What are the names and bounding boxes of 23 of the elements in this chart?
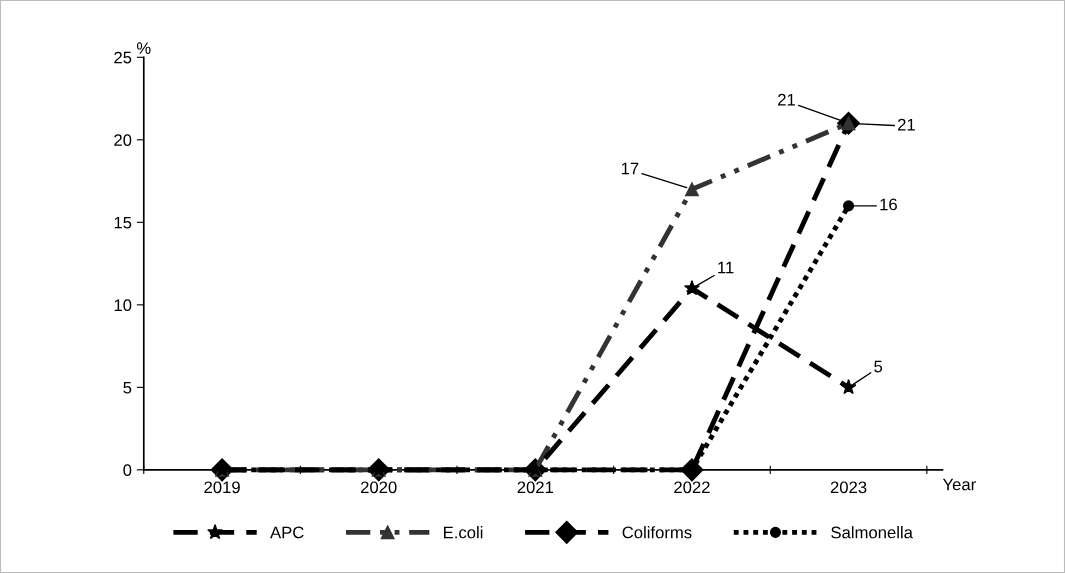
data-label: 21 [898, 118, 915, 131]
y-tick-label: 15 [114, 216, 132, 229]
x-tick-label: 2022 [674, 481, 710, 494]
y-axis-title: % [136, 42, 151, 54]
data-label: 21 [778, 93, 795, 106]
x-tick-label: 2020 [361, 481, 397, 494]
x-axis-title: Year [942, 478, 976, 491]
y-tick-label: 0 [123, 464, 132, 477]
data-label: 5 [874, 360, 883, 373]
x-tick-label: 2019 [204, 481, 240, 494]
legend-label: Coliforms [622, 526, 692, 539]
data-label: 16 [880, 198, 897, 211]
data-label: 11 [718, 261, 734, 274]
y-tick-label: 20 [114, 134, 132, 147]
y-tick-label: 10 [114, 299, 132, 312]
legend-label: E.coli [444, 526, 483, 539]
x-tick-label: 2023 [830, 481, 867, 494]
y-tick-label: 5 [123, 381, 132, 394]
x-tick-label: 2021 [517, 481, 554, 494]
data-label: 17 [621, 162, 639, 175]
y-tick-label: 25 [114, 51, 132, 64]
legend-label: APC [270, 526, 304, 539]
legend-label: Salmonella [831, 526, 913, 539]
